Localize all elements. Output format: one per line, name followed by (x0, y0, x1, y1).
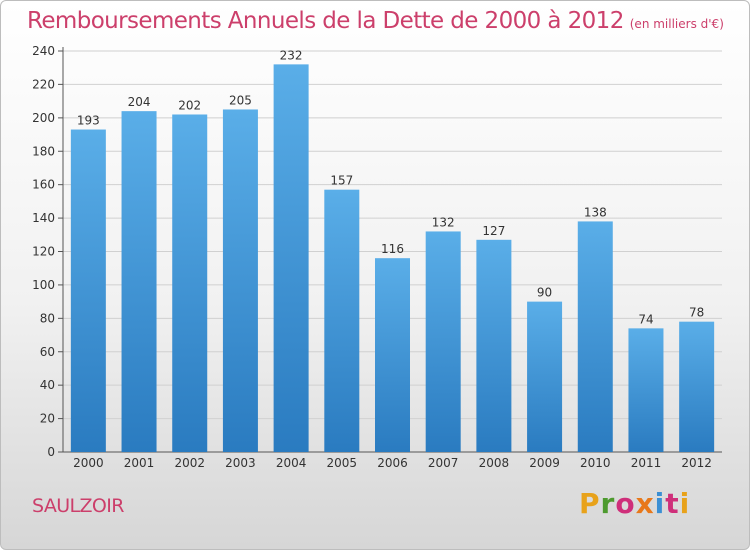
data-labels: 193 204 202 205 232 157 116 132 127 90 138 74 78 (77, 48, 704, 326)
data-label-2006: 116 (381, 242, 404, 256)
bar-2011 (628, 328, 664, 452)
commune-name: SAULZOIR (32, 495, 124, 517)
bar-2002 (172, 114, 208, 452)
data-label-2001: 204 (128, 95, 151, 109)
chart-subtitle: (en milliers d'€) (629, 17, 724, 31)
y-tick-label: 180 (32, 144, 55, 158)
proxiti-logo: Proxiti (579, 487, 690, 520)
x-tick-label: 2012 (681, 456, 712, 470)
y-axis-ticks: 0 20 40 60 80 100 120 140 160 180 200 220 240 (32, 44, 63, 459)
data-label-2005: 157 (330, 174, 353, 188)
x-tick-label: 2002 (174, 456, 205, 470)
data-label-2007: 132 (432, 215, 455, 229)
y-tick-label: 240 (32, 44, 55, 58)
x-axis-ticks: 2000 2001 2002 2003 2004 2005 2006 2007 2008 2009… (73, 456, 712, 470)
bar-2009 (527, 301, 563, 452)
y-tick-label: 20 (40, 412, 55, 426)
chart-title-text: Remboursements Annuels de la Dette de 20… (27, 8, 624, 34)
logo-letter: t (665, 487, 680, 520)
y-tick-label: 160 (32, 178, 55, 192)
data-label-2009: 90 (537, 286, 552, 300)
bar-2007 (425, 231, 461, 452)
x-tick-label: 2003 (225, 456, 256, 470)
y-tick-label: 100 (32, 278, 55, 292)
logo-letter: r (600, 487, 616, 520)
data-label-2012: 78 (689, 306, 704, 320)
x-tick-label: 2011 (631, 456, 662, 470)
x-tick-label: 2008 (479, 456, 510, 470)
bar-2006 (375, 258, 410, 452)
logo-letter: i (654, 487, 666, 520)
data-label-2011: 74 (638, 312, 653, 326)
y-tick-label: 40 (40, 378, 55, 392)
data-label-2004: 232 (280, 48, 303, 62)
y-tick-label: 80 (40, 311, 55, 325)
logo-letter: P (579, 487, 601, 520)
x-tick-label: 2009 (529, 456, 560, 470)
bar-2001 (121, 111, 157, 453)
bar-2010 (577, 221, 613, 452)
y-tick-label: 200 (32, 111, 55, 125)
data-label-2003: 205 (229, 93, 252, 107)
x-tick-label: 2004 (276, 456, 307, 470)
data-label-2010: 138 (584, 205, 607, 219)
x-tick-label: 2000 (73, 456, 104, 470)
x-tick-label: 2001 (124, 456, 155, 470)
y-tick-label: 220 (32, 77, 55, 91)
data-label-2002: 202 (178, 98, 201, 112)
y-tick-label: 60 (40, 345, 55, 359)
x-tick-label: 2005 (327, 456, 358, 470)
data-label-2000: 193 (77, 114, 100, 128)
logo-letter: x (635, 487, 655, 520)
bar-2005 (324, 189, 360, 452)
x-tick-label: 2010 (580, 456, 611, 470)
y-tick-label: 120 (32, 245, 55, 259)
chart-title: Remboursements Annuels de la Dette de 20… (27, 8, 724, 34)
data-label-2008: 127 (482, 224, 505, 238)
x-tick-label: 2006 (377, 456, 408, 470)
logo-letter: o (615, 487, 636, 520)
bar-2008 (476, 239, 512, 452)
y-tick-label: 0 (47, 445, 55, 459)
bar-2012 (679, 321, 715, 452)
bar-2000 (70, 129, 106, 452)
x-tick-label: 2007 (428, 456, 459, 470)
bar-2003 (222, 109, 258, 453)
bar-2004 (273, 64, 309, 452)
y-tick-label: 140 (32, 211, 55, 225)
logo-letter: i (679, 487, 691, 520)
bars (70, 64, 715, 453)
